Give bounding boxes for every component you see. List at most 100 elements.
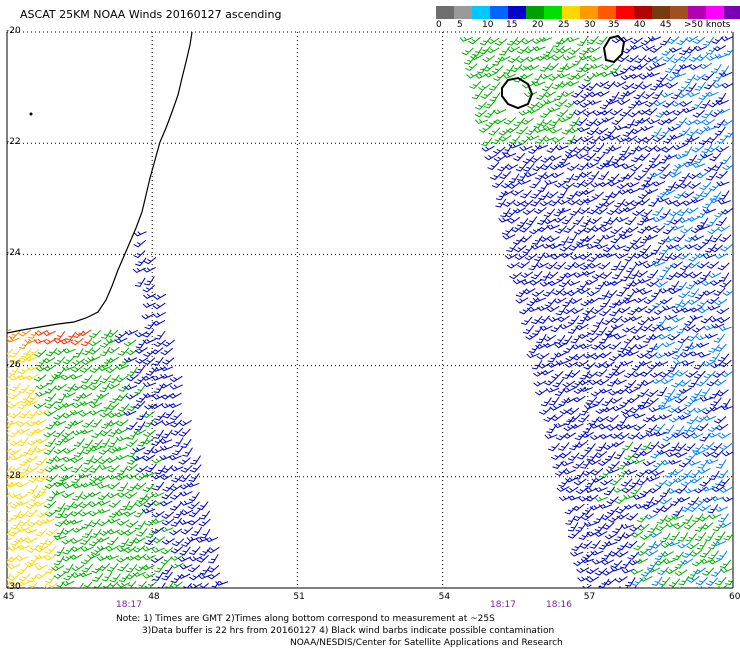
wind-barb bbox=[629, 44, 644, 50]
wind-barb bbox=[635, 270, 648, 278]
wind-barb bbox=[549, 404, 563, 411]
wind-barb bbox=[598, 503, 612, 509]
wind-barb bbox=[543, 218, 557, 225]
wind-barb bbox=[159, 500, 173, 507]
wind-barb bbox=[661, 145, 675, 153]
wind-barb bbox=[614, 532, 626, 542]
wind-barb bbox=[659, 208, 671, 219]
wind-barb bbox=[704, 333, 718, 339]
wind-barb bbox=[522, 245, 535, 254]
wind-barb bbox=[545, 191, 559, 199]
wind-barb bbox=[8, 429, 21, 438]
wind-barb bbox=[508, 143, 522, 149]
wind-barb bbox=[571, 56, 583, 66]
wind-barb bbox=[644, 145, 658, 153]
wind-barb bbox=[625, 388, 639, 394]
wind-barb bbox=[616, 416, 628, 427]
wind-barb bbox=[528, 261, 540, 271]
wind-barbs bbox=[7, 35, 733, 588]
wind-barb bbox=[568, 414, 581, 423]
wind-barb bbox=[625, 577, 636, 587]
wind-barb bbox=[639, 450, 653, 457]
wind-barb bbox=[602, 281, 616, 287]
wind-barb bbox=[154, 330, 166, 340]
wind-barb bbox=[621, 568, 635, 574]
wind-barb bbox=[170, 554, 184, 561]
wind-barb bbox=[714, 506, 728, 513]
wind-barb bbox=[464, 56, 476, 65]
wind-barb bbox=[576, 162, 589, 171]
wind-barb bbox=[7, 355, 12, 359]
wind-barb bbox=[579, 252, 592, 261]
wind-barb bbox=[590, 341, 604, 350]
wind-barb bbox=[153, 339, 167, 348]
wind-barb bbox=[62, 456, 76, 463]
wind-barb bbox=[689, 315, 703, 321]
wind-barb bbox=[18, 340, 31, 350]
wind-barb bbox=[719, 279, 732, 288]
wind-barb bbox=[161, 538, 175, 545]
wind-barb bbox=[154, 411, 166, 421]
wind-barb bbox=[626, 188, 640, 194]
wind-barb bbox=[542, 125, 556, 132]
wind-barb bbox=[589, 539, 601, 549]
wind-barb bbox=[704, 531, 716, 542]
wind-barb bbox=[591, 559, 606, 565]
wind-barb bbox=[704, 164, 717, 173]
wind-barb bbox=[678, 127, 691, 136]
wind-barb bbox=[7, 528, 12, 536]
wind-barb bbox=[638, 73, 652, 80]
wind-barb bbox=[685, 452, 698, 461]
wind-barb bbox=[125, 520, 139, 528]
wind-barb bbox=[687, 298, 701, 305]
wind-barb bbox=[699, 478, 712, 487]
wind-barb bbox=[722, 290, 733, 296]
wind-barb bbox=[8, 448, 22, 456]
wind-barb bbox=[689, 271, 703, 279]
wind-barb bbox=[678, 299, 691, 308]
wind-barb bbox=[152, 394, 166, 400]
wind-barb bbox=[556, 63, 568, 73]
wind-barb bbox=[632, 413, 646, 419]
wind-barb bbox=[626, 263, 638, 273]
longitude-label: 51 bbox=[293, 592, 305, 602]
wind-barb bbox=[623, 370, 636, 379]
wind-barb bbox=[133, 239, 147, 248]
wind-barb bbox=[142, 554, 156, 561]
wind-barb bbox=[649, 171, 663, 178]
wind-barb bbox=[630, 530, 644, 538]
wind-barb bbox=[706, 296, 720, 305]
wind-barb bbox=[566, 280, 581, 286]
wind-barb bbox=[695, 577, 708, 586]
wind-barb bbox=[557, 162, 571, 168]
wind-barb bbox=[530, 197, 543, 207]
wind-barb bbox=[106, 329, 119, 338]
wind-barb bbox=[97, 519, 111, 527]
wind-barb bbox=[655, 479, 668, 488]
wind-barb bbox=[668, 47, 683, 53]
wind-barb bbox=[55, 508, 66, 519]
wind-barb bbox=[622, 326, 636, 333]
wind-barb bbox=[580, 91, 593, 99]
wind-barb bbox=[536, 91, 548, 100]
wind-barb bbox=[720, 405, 733, 411]
wind-barb bbox=[676, 324, 688, 334]
wind-barb bbox=[708, 182, 721, 191]
wind-barb bbox=[153, 429, 164, 439]
wind-barb bbox=[90, 418, 102, 428]
wind-barb bbox=[670, 55, 683, 64]
wind-barb bbox=[567, 315, 580, 325]
wind-barb bbox=[686, 575, 700, 584]
wind-barb bbox=[557, 37, 570, 45]
wind-barb bbox=[577, 36, 588, 47]
wind-barb bbox=[688, 54, 702, 62]
wind-barb bbox=[80, 546, 94, 552]
wind-barb bbox=[703, 325, 717, 331]
wind-barb bbox=[677, 414, 691, 420]
wind-barb bbox=[679, 181, 692, 189]
wind-barb bbox=[622, 128, 635, 137]
wind-barb bbox=[610, 315, 623, 324]
wind-barb bbox=[18, 329, 32, 337]
wind-barb bbox=[123, 510, 137, 517]
wind-barb bbox=[7, 501, 13, 506]
